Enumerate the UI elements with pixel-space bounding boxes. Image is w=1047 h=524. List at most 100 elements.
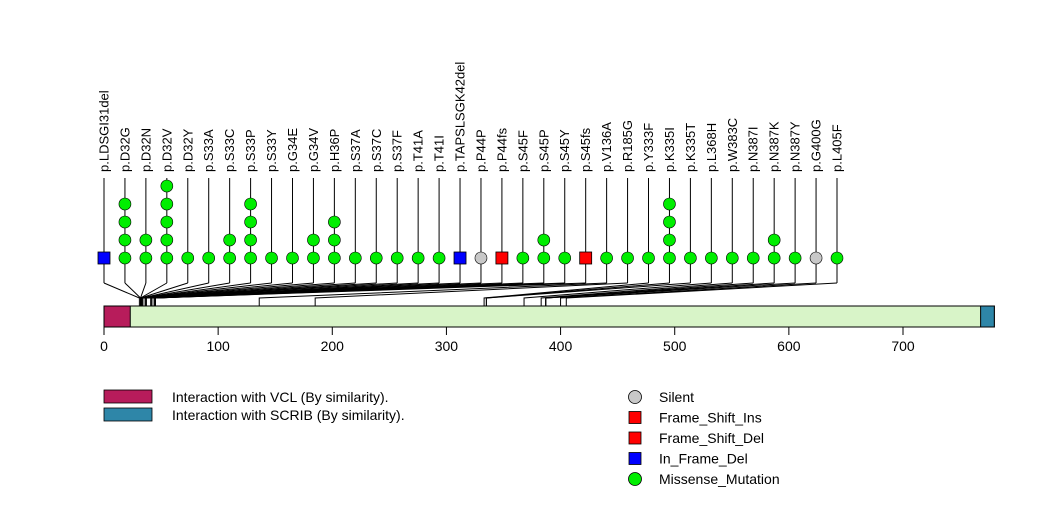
domain-legend-swatch [103, 389, 153, 404]
mutation-marker-circle [160, 179, 174, 193]
mutation-marker-circle [809, 251, 823, 265]
legend-marker-square [628, 431, 642, 445]
mutation-marker-circle [118, 251, 132, 265]
mutation-marker-circle [432, 251, 446, 265]
mutation-marker-circle [160, 233, 174, 247]
mutation-marker-circle [118, 233, 132, 247]
mutation-marker-circle [663, 215, 676, 229]
mutation-marker-circle [223, 233, 236, 247]
mutation-marker-circle [746, 251, 760, 265]
mutation-marker-circle [537, 233, 551, 247]
mutation-marker-circle [558, 251, 572, 265]
mutation-marker-circle [725, 251, 739, 265]
mutation-marker-circle [244, 215, 257, 229]
mutation-label: p.P44fs [494, 127, 509, 172]
mutation-marker-circle [642, 251, 655, 265]
mutation-marker-circle [118, 197, 132, 211]
x-axis: 0 100 200 300 400 500 600 700 [100, 327, 915, 354]
legend-marker-square [628, 411, 642, 424]
mutation-marker-circle [307, 233, 320, 247]
protein-track [103, 305, 995, 328]
mutation-label: p.T41I [432, 135, 447, 172]
mutation-marker-circle [202, 251, 216, 265]
mutation-marker-square [453, 251, 467, 265]
mutation-label: p.N387I [746, 126, 761, 172]
mutation-label: p.G34V [306, 128, 321, 172]
mutation-marker-circle [286, 251, 299, 265]
mutation-label: p.D32N [138, 128, 153, 172]
x-tick-label: 500 [663, 338, 687, 354]
mutation-label: p.N387Y [788, 121, 803, 172]
mutation-marker-circle [328, 215, 341, 229]
mutation-label: p.L368H [704, 123, 719, 172]
mutation-type-legend-label: Missense_Mutation [659, 471, 780, 487]
mutation-label: p.D32Y [180, 128, 195, 172]
mutation-marker-circle [663, 197, 676, 211]
mutation-label: p.S37F [390, 130, 405, 172]
mutation-label: p.S45F [515, 130, 530, 172]
mutation-label: p.D32V [159, 128, 174, 172]
x-tick-label: 0 [100, 338, 108, 354]
mutation-label: p.H36P [327, 129, 342, 172]
mutation-type-legend: Silent Frame_Shift_Ins Frame_Shift_Del In_F… [628, 389, 780, 487]
mutation-marker-circle [181, 251, 195, 265]
mutation-marker-circle [118, 215, 132, 229]
mutation-marker-circle [139, 233, 153, 247]
mutation-marker-circle [390, 251, 404, 265]
x-tick-label: 200 [321, 338, 345, 354]
mutation-marker-circle [265, 251, 278, 265]
mutation-label: p.S45Y [557, 129, 572, 172]
protein-bar [103, 305, 995, 328]
domain-legend-label: Interaction with SCRIB (By similarity). [172, 407, 405, 423]
mutation-marker-circle [537, 251, 551, 265]
mutation-marker-circle [244, 233, 257, 247]
mutation-marker-circle [684, 251, 697, 265]
mutation-marker-circle [244, 197, 257, 211]
mutation-marker-square [495, 251, 509, 265]
mutation-type-legend-label: Frame_Shift_Ins [659, 410, 762, 426]
domain-legend-label: Interaction with VCL (By similarity). [172, 389, 389, 405]
mutation-marker-circle [160, 197, 174, 211]
mutation-label: p.S33P [243, 129, 258, 172]
mutation-marker-circle [328, 233, 341, 247]
mutation-marker-circle [369, 251, 383, 265]
mutation-marker-circle [830, 251, 844, 265]
mutation-label: p.L405F [830, 124, 845, 172]
domain-legend: Interaction with VCL (By similarity). Int… [103, 389, 405, 423]
mutation-marker-circle [160, 215, 174, 229]
mutation-label: p.S33Y [264, 129, 279, 172]
mutation-label: p.S33C [222, 129, 237, 172]
mutation-marker-circle [307, 251, 320, 265]
mutation-marker-square [97, 251, 111, 265]
legend-marker-circle [628, 472, 642, 486]
mutation-marker-circle [349, 251, 362, 265]
mutation-label: p.P44P [473, 129, 488, 172]
mutation-label: p.LDSGI31del [97, 90, 112, 172]
mutation-label: p.G400G [809, 119, 824, 172]
mutation-marker-circle [621, 251, 634, 265]
mutation-marker-circle [516, 251, 530, 265]
mutation-label: p.K335I [662, 127, 677, 172]
domain-legend-swatch [103, 407, 153, 422]
domain-region-1 [980, 305, 995, 328]
mutation-label: p.K335T [683, 123, 698, 172]
domain-region-0 [103, 305, 131, 328]
mutation-label: p.N387K [767, 121, 782, 172]
mutation-marker-circle [663, 233, 676, 247]
mutation-label: p.Y333F [641, 123, 656, 172]
mutation-marker-circle [223, 251, 236, 265]
mutation-marker-circle [600, 251, 613, 265]
x-tick-label: 100 [206, 338, 230, 354]
mutation-marker-circle [328, 251, 341, 265]
mutation-marker-circle [788, 251, 802, 265]
mutation-marker-circle [139, 251, 153, 265]
mutation-label: p.S45fs [578, 127, 593, 172]
mutation-marker-square [579, 251, 593, 265]
x-tick-label: 300 [435, 338, 459, 354]
mutation-marker-circle [474, 251, 488, 265]
legend-marker-square [628, 452, 642, 465]
mutation-marker-circle [160, 251, 174, 265]
mutation-marker-circle [411, 251, 425, 265]
mutation-label: p.R185G [620, 120, 635, 172]
